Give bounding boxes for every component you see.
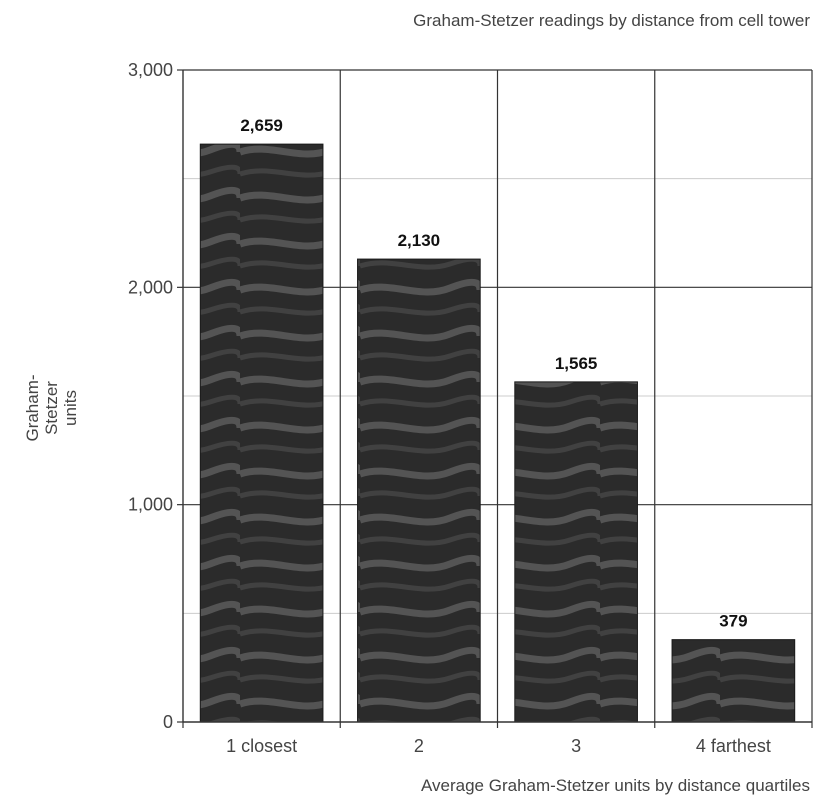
data-label: 2,130 bbox=[398, 231, 441, 250]
y-tick-label: 2,000 bbox=[128, 277, 173, 297]
x-tick-labels: 1 closest 2 3 4 farthest bbox=[226, 736, 771, 756]
bar bbox=[357, 258, 481, 723]
y-axis-title: Graham- Stetzer units bbox=[23, 374, 80, 441]
bar bbox=[671, 639, 796, 723]
y-axis-title-line-2: Stetzer bbox=[42, 381, 61, 435]
y-tick-label: 1,000 bbox=[128, 495, 173, 515]
data-label: 1,565 bbox=[555, 354, 598, 373]
x-tick-label: 2 bbox=[414, 736, 424, 756]
bar bbox=[199, 143, 324, 723]
y-tick-label: 0 bbox=[163, 712, 173, 732]
y-tick-labels: 0 1,000 2,000 3,000 bbox=[128, 60, 173, 732]
x-axis-title: Average Graham-Stetzer units by distance… bbox=[421, 776, 810, 795]
y-axis-title-line-3: units bbox=[61, 390, 80, 426]
x-tick-label: 1 closest bbox=[226, 736, 297, 756]
vertical-gridlines bbox=[339, 70, 813, 722]
chart-title: Graham-Stetzer readings by distance from… bbox=[413, 11, 810, 30]
x-tick-label: 3 bbox=[571, 736, 581, 756]
bar bbox=[514, 381, 638, 723]
axes bbox=[177, 69, 813, 728]
data-label: 379 bbox=[719, 612, 747, 631]
data-label: 2,659 bbox=[240, 116, 283, 135]
y-axis-title-line-1: Graham- bbox=[23, 374, 42, 441]
y-tick-label: 3,000 bbox=[128, 60, 173, 80]
x-tick-label: 4 farthest bbox=[696, 736, 771, 756]
data-labels: 2,659 2,130 1,565 379 bbox=[240, 116, 747, 631]
